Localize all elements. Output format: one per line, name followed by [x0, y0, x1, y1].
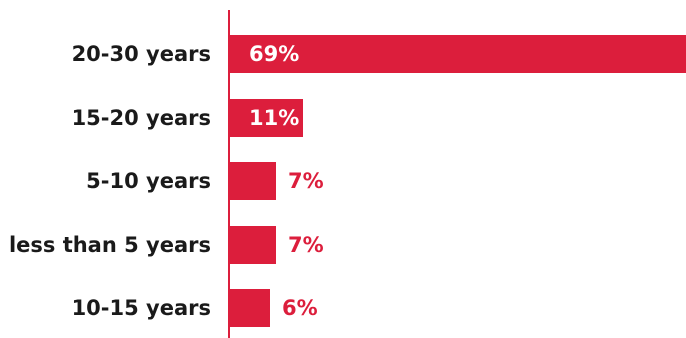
- value-label: 7%: [288, 169, 324, 193]
- bar: [230, 289, 270, 327]
- category-label: 10-15 years: [71, 296, 211, 320]
- category-label: 15-20 years: [71, 105, 211, 130]
- value-label: 7%: [288, 232, 324, 257]
- bar: [230, 98, 303, 137]
- value-label: 69%: [249, 42, 300, 66]
- value-label: 11%: [249, 105, 300, 130]
- bar: [230, 225, 276, 264]
- category-label: 5-10 years: [86, 169, 211, 193]
- category-label: 20-30 years: [71, 42, 211, 66]
- y-axis-line: [228, 10, 230, 338]
- value-label: 6%: [282, 296, 318, 320]
- bar: [230, 35, 686, 73]
- bar: [230, 162, 276, 200]
- category-label: less than 5 years: [8, 232, 211, 257]
